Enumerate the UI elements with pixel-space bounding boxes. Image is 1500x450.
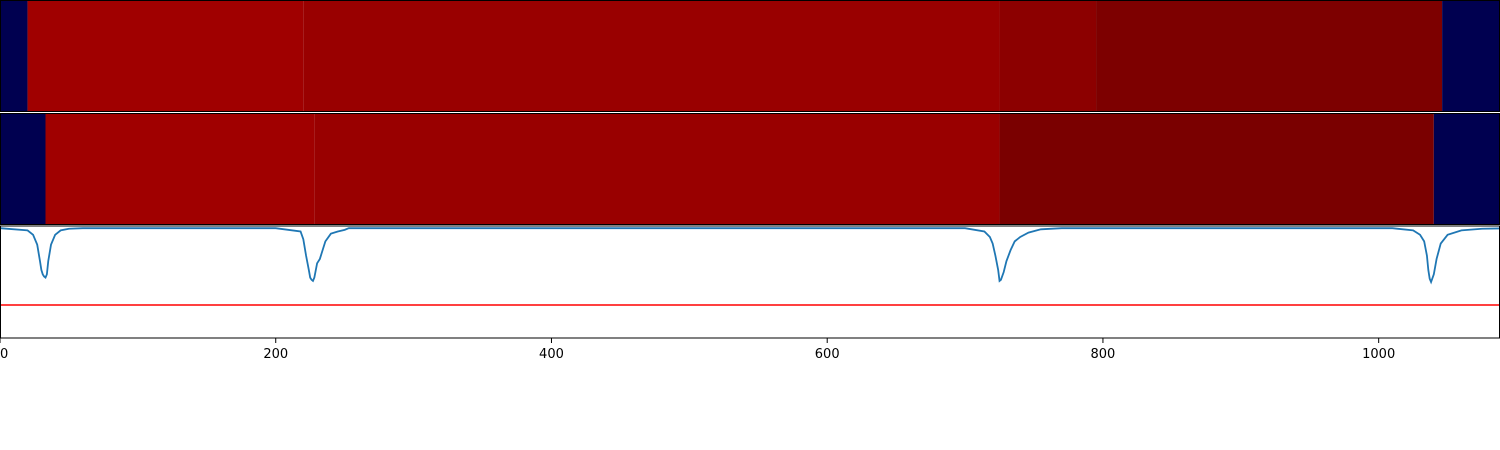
heatmap-1-cell-2 [303,1,1000,112]
heatmap-1-cell-4 [1096,1,1443,112]
heatmap-2-cell-1 [45,114,315,225]
heatmap-2-cell-4 [1433,114,1500,225]
line-panel-frame [0,225,1500,339]
x-axis: 0 200 400 600 800 1000 [0,338,1395,362]
heatmap-2-cell-0 [0,114,46,225]
x-tick-label-0: 0 [0,347,8,362]
heatmap-1-cell-1 [27,1,304,112]
heatmap-panel-2 [0,114,1500,225]
heatmap-1-cell-0 [0,1,28,112]
x-tick-label-1000: 1000 [1362,347,1395,362]
line-panel [0,227,1500,306]
heatmap-1-cell-3 [999,1,1097,112]
x-tick-label-600: 600 [815,347,840,362]
heatmap-panel-1 [0,1,1500,112]
x-tick-label-800: 800 [1091,347,1116,362]
series-line [0,227,1500,285]
heatmap-2-cell-3 [999,114,1434,225]
x-tick-label-400: 400 [539,347,564,362]
heatmap-1-cell-5 [1442,1,1500,112]
x-tick-label-200: 200 [263,347,288,362]
heatmap-2-cell-2 [314,114,1000,225]
